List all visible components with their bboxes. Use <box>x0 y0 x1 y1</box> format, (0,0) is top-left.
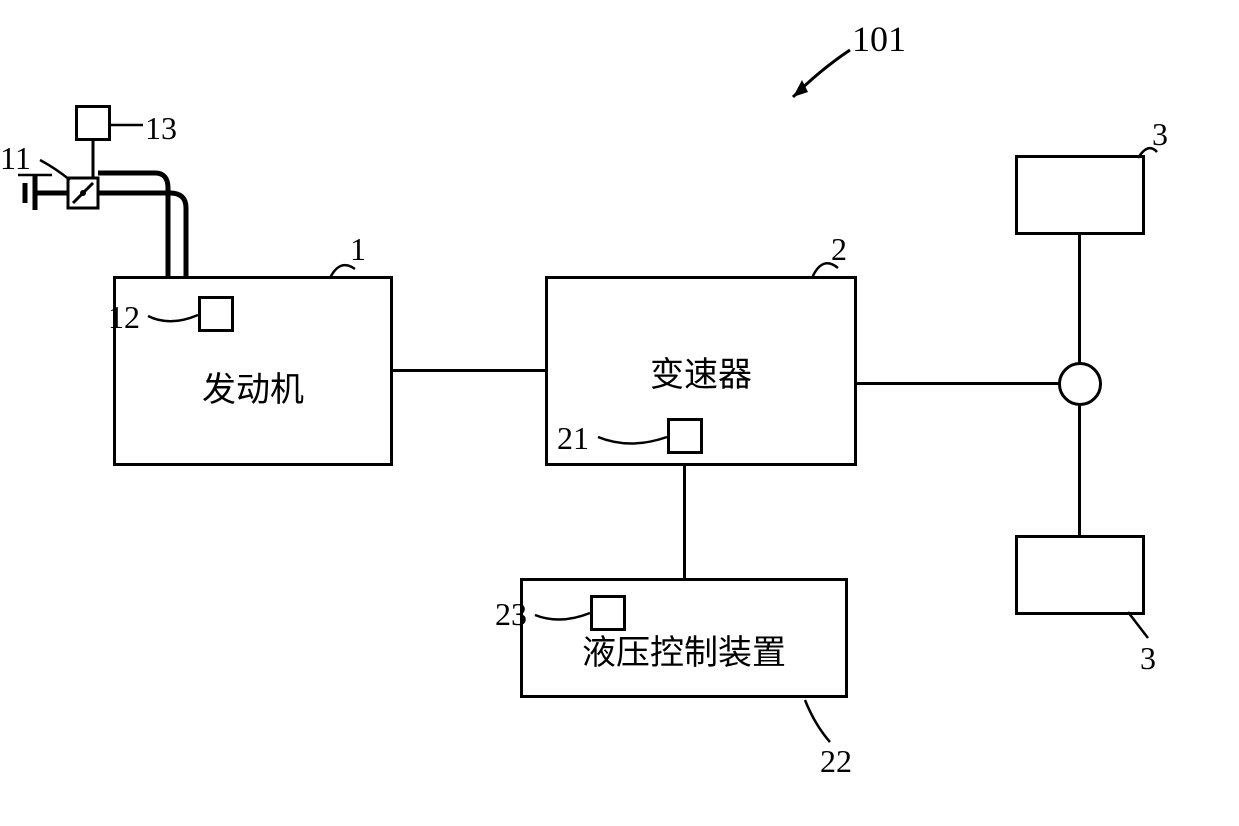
hydraulic-label: 液压控制装置 <box>582 625 786 674</box>
ref-13: 13 <box>145 110 177 147</box>
ref-23: 23 <box>495 596 527 633</box>
transmission-to-diff-line <box>857 382 1060 385</box>
engine-to-transmission-line <box>393 369 545 372</box>
axle-top-line <box>1078 235 1081 363</box>
ref-21: 21 <box>557 420 589 457</box>
sensor-13 <box>75 105 111 141</box>
sensor-21 <box>667 418 703 454</box>
ref-3-bot: 3 <box>1140 640 1156 677</box>
axle-bottom-line <box>1078 405 1081 535</box>
ref-11: 11 <box>0 140 31 177</box>
ref-3-top: 3 <box>1152 116 1168 153</box>
wheel-bottom <box>1015 535 1145 615</box>
engine-block: 发动机 <box>113 276 393 466</box>
wheel-top <box>1015 155 1145 235</box>
ref-2: 2 <box>831 231 847 268</box>
transmission-to-hydraulic-line <box>683 466 686 578</box>
ref-101: 101 <box>852 18 906 60</box>
transmission-label: 变速器 <box>650 347 752 396</box>
engine-label: 发动机 <box>202 362 304 411</box>
sensor-12 <box>198 296 234 332</box>
ref-1: 1 <box>350 231 366 268</box>
sensor-23 <box>590 595 626 631</box>
ref-22: 22 <box>820 743 852 780</box>
ref-12: 12 <box>108 299 140 336</box>
differential-icon <box>1058 362 1102 406</box>
hydraulic-block: 液压控制装置 <box>520 578 848 698</box>
